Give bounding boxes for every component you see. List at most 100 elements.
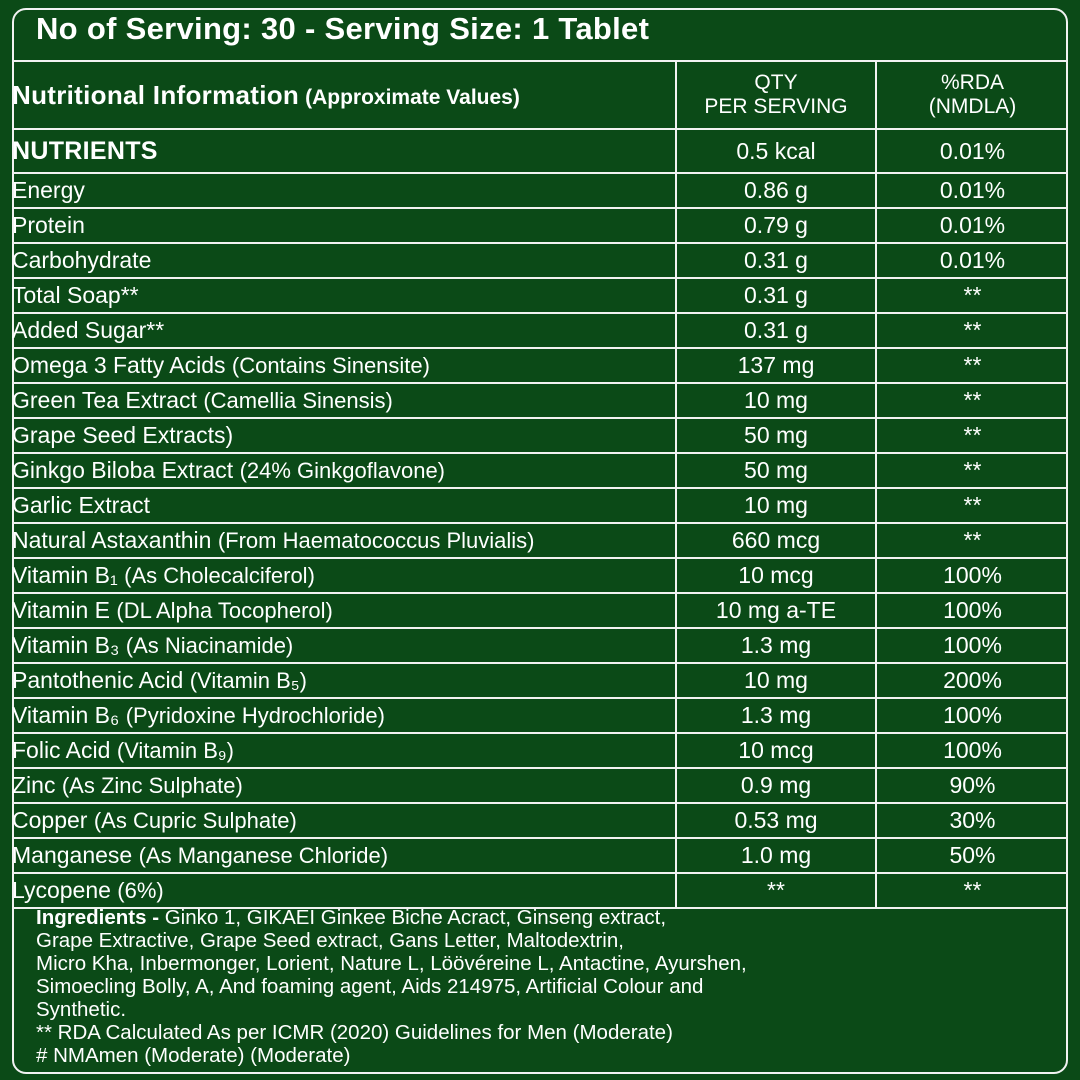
nutrient-rda: 90%: [875, 767, 1068, 804]
nutrient-name: Garlic Extract: [12, 492, 151, 518]
nutrient-note: (Contains Sinensite): [231, 353, 430, 378]
nutrient-rda: 100%: [875, 732, 1068, 769]
nutrient-name: Folic Acid: [12, 737, 111, 763]
table-row: Grape Seed Extracts) 50 mg **: [12, 417, 1068, 454]
nutrient-note: (As Zinc Sulphate): [61, 773, 243, 798]
table-row: Energy 0.86 g 0.01%: [12, 172, 1068, 209]
nutrient-rda: 100%: [875, 627, 1068, 664]
table-header-row: Nutritional Information (Approximate Valu…: [12, 60, 1068, 130]
nutrition-table: Nutritional Information (Approximate Valu…: [12, 60, 1068, 909]
nma-footnote: # NMAmen (Moderate) (Moderate): [36, 1044, 351, 1067]
table-row: Lycopene (6%) ** **: [12, 872, 1068, 909]
nutrients-label: NUTRIENTS: [12, 136, 158, 165]
table-row: Pantothenic Acid (Vitamin B₅) 10 mg 200%: [12, 662, 1068, 699]
nutrient-name-cell: Added Sugar**: [12, 312, 677, 349]
table-row: Manganese (As Manganese Chloride) 1.0 mg 5…: [12, 837, 1068, 874]
nutrient-name: Added Sugar**: [12, 317, 165, 343]
nutrient-qty: 137 mg: [675, 347, 877, 384]
nutrient-qty: 1.3 mg: [675, 627, 877, 664]
nutrient-qty: 660 mcg: [675, 522, 877, 559]
nutrient-qty: 10 mcg: [675, 557, 877, 594]
nutrient-qty: 10 mcg: [675, 732, 877, 769]
nutrient-qty: 0.31 g: [675, 242, 877, 279]
nutrient-name: Green Tea Extract: [12, 387, 197, 413]
nutrient-name: Total Soap**: [12, 282, 139, 308]
nutrients-label-cell: NUTRIENTS: [12, 128, 677, 174]
nutrient-rows: NUTRIENTS 0.5 kcal 0.01% Energy 0.86 g 0.0…: [12, 128, 1068, 909]
nutrient-qty: 10 mg: [675, 662, 877, 699]
nutrient-name-cell: Omega 3 Fatty Acids (Contains Sinensite): [12, 347, 677, 384]
rda-header-line-1: %RDA: [940, 71, 1004, 94]
nutrient-name: Vitamin E: [12, 597, 111, 623]
nutrient-rda: 0.01%: [875, 207, 1068, 244]
table-row: Ginkgo Biloba Extract (24% Ginkgoflavone…: [12, 452, 1068, 489]
nutrient-name-cell: Zinc (As Zinc Sulphate): [12, 767, 677, 804]
nutrient-name-cell: Folic Acid (Vitamin B₉): [12, 732, 677, 769]
nutrient-note: (6%): [117, 878, 164, 903]
nutrient-rda: **: [875, 452, 1068, 489]
nutrient-rda: 100%: [875, 557, 1068, 594]
nutrients-qty: 0.5 kcal: [675, 128, 877, 174]
table-row: Total Soap** 0.31 g **: [12, 277, 1068, 314]
ingredients-line-3: Micro Kha, Inbermonger, Lorient, Nature …: [36, 952, 747, 975]
nutrient-note: (Vitamin B₅): [189, 668, 307, 693]
nutrient-name-cell: Vitamin B₁ (As Cholecalciferol): [12, 557, 677, 594]
nutrient-note: (As Niacinamide): [125, 633, 294, 658]
table-row: Vitamin E (DL Alpha Tocopherol) 10 mg a-T…: [12, 592, 1068, 629]
nutrient-qty: 10 mg: [675, 382, 877, 419]
nutrient-name: Natural Astaxanthin: [12, 527, 212, 553]
nutrient-name-cell: Manganese (As Manganese Chloride): [12, 837, 677, 874]
nutrient-name-cell: Vitamin E (DL Alpha Tocopherol): [12, 592, 677, 629]
table-row: Copper (As Cupric Sulphate) 0.53 mg 30%: [12, 802, 1068, 839]
nutrient-name-cell: Pantothenic Acid (Vitamin B₅): [12, 662, 677, 699]
nutrient-rda: 0.01%: [875, 172, 1068, 209]
nutrient-rda: 100%: [875, 697, 1068, 734]
nutrient-name: Vitamin B₆: [12, 702, 120, 728]
table-header-title-cell: Nutritional Information (Approximate Valu…: [12, 60, 677, 130]
nutrient-qty: 50 mg: [675, 452, 877, 489]
nutrient-note: (As Cholecalciferol): [124, 563, 315, 588]
nutrient-note: (As Manganese Chloride): [138, 843, 389, 868]
nutrient-name: Zinc: [12, 772, 56, 798]
ingredients-label: Ingredients: [36, 906, 147, 929]
nutrient-name-cell: Green Tea Extract (Camellia Sinensis): [12, 382, 677, 419]
nutrient-name-cell: Total Soap**: [12, 277, 677, 314]
rda-column-header: %RDA (NMDLA): [875, 60, 1068, 130]
rda-header-line-2: (NMDLA): [928, 95, 1017, 118]
nutrient-rda: **: [875, 277, 1068, 314]
ingredients-line-2: Grape Extractive, Grape Seed extract, Ga…: [36, 929, 624, 952]
nutrient-name: Ginkgo Biloba Extract: [12, 457, 234, 483]
nutrient-name-cell: Natural Astaxanthin (From Haematococcus …: [12, 522, 677, 559]
nutrients-row: NUTRIENTS 0.5 kcal 0.01%: [12, 128, 1068, 174]
nutrients-rda: 0.01%: [875, 128, 1068, 174]
nutrient-name: Energy: [12, 177, 85, 203]
ingredients-text: Ginko 1, GIKAEI Ginkee Biche Acract, Gin…: [164, 906, 667, 929]
nutrient-note: (As Cupric Sulphate): [93, 808, 297, 833]
table-row: Carbohydrate 0.31 g 0.01%: [12, 242, 1068, 279]
nutrient-name: Omega 3 Fatty Acids: [12, 352, 226, 378]
nutrient-note: (Vitamin B₉): [116, 738, 234, 763]
table-row: Garlic Extract 10 mg **: [12, 487, 1068, 524]
nutrient-name-cell: Lycopene (6%): [12, 872, 677, 909]
table-row: Vitamin B₃ (As Niacinamide) 1.3 mg 100%: [12, 627, 1068, 664]
nutrient-name: Grape Seed Extracts): [12, 422, 234, 448]
nutrient-name: Vitamin B₁: [12, 562, 118, 588]
nutrient-name-cell: Energy: [12, 172, 677, 209]
nutrient-rda: 30%: [875, 802, 1068, 839]
nutrient-qty: **: [675, 872, 877, 909]
table-row: Protein 0.79 g 0.01%: [12, 207, 1068, 244]
nutrient-note: (Camellia Sinensis): [203, 388, 393, 413]
nutrient-note: (Pyridoxine Hydrochloride): [125, 703, 385, 728]
nutrient-rda: **: [875, 872, 1068, 909]
nutrient-qty: 1.3 mg: [675, 697, 877, 734]
nutrient-rda: **: [875, 522, 1068, 559]
table-row: Vitamin B₁ (As Cholecalciferol) 10 mcg 100…: [12, 557, 1068, 594]
table-row: Green Tea Extract (Camellia Sinensis) 10 …: [12, 382, 1068, 419]
nutrient-note: (DL Alpha Tocopherol): [116, 598, 333, 623]
nutrient-name-cell: Carbohydrate: [12, 242, 677, 279]
nutrient-rda: 50%: [875, 837, 1068, 874]
nutrient-name-cell: Ginkgo Biloba Extract (24% Ginkgoflavone…: [12, 452, 677, 489]
qty-header-line-1: QTY: [754, 71, 798, 94]
nutrient-qty: 0.86 g: [675, 172, 877, 209]
nutrient-name: Carbohydrate: [12, 247, 152, 273]
